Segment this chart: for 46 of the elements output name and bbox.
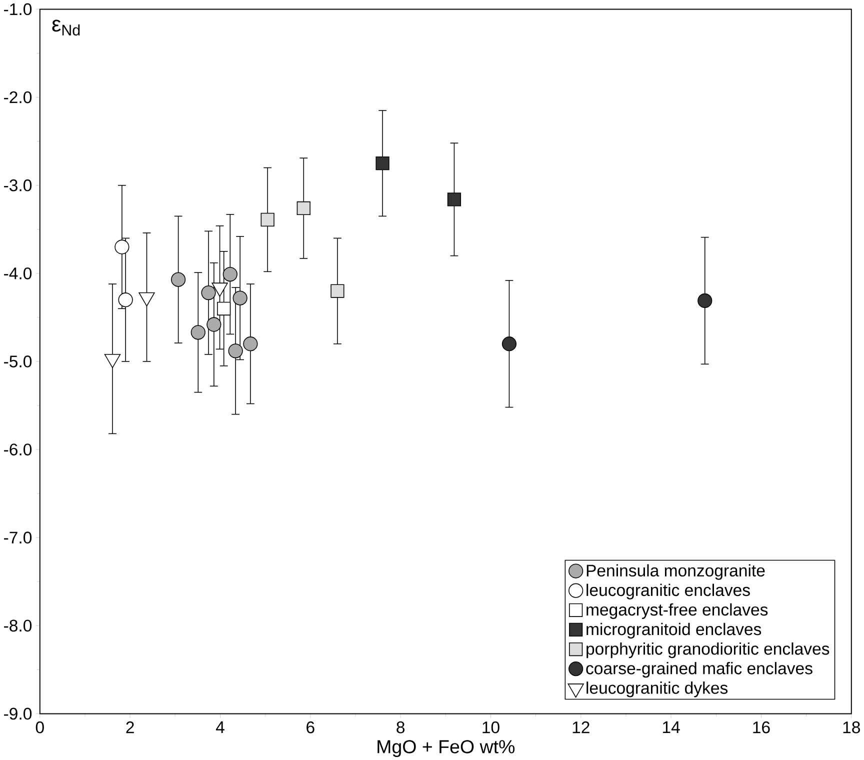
legend-label: coarse-grained mafic enclaves [586, 662, 812, 678]
y-tick-label: -2.0 [4, 91, 32, 104]
legend-label: leucogranitic enclaves [586, 584, 750, 600]
x-tick-label: 6 [306, 721, 314, 734]
x-tick-label: 0 [36, 721, 44, 734]
y-tick-label: -3.0 [4, 179, 32, 192]
point [206, 317, 222, 332]
point [190, 324, 206, 340]
x-axis-title: MgO + FeO wt% [378, 740, 515, 757]
y-tick-label: -8.0 [4, 620, 32, 632]
legend-label: leucogranitic dykes [586, 681, 728, 698]
point [296, 201, 310, 215]
y-tick-label: -5.0 [4, 355, 32, 368]
x-tick-label: 10 [482, 721, 500, 734]
x-tick-label: 18 [843, 721, 860, 734]
point [330, 284, 344, 298]
x-tick-label: 2 [126, 721, 134, 733]
x-tick-label: 16 [753, 721, 770, 734]
point [376, 156, 390, 170]
y-tick-label: -7.0 [4, 531, 32, 544]
point [698, 293, 712, 308]
point [260, 212, 274, 226]
legend-label: porphyritic granodioritic enclaves [586, 642, 830, 658]
x-tick-label: 4 [216, 721, 224, 733]
legend-label: microgranitoid enclaves [586, 622, 762, 638]
y-axis-title: ε$_{Nd}$ [52, 20, 80, 36]
point [232, 290, 248, 306]
y-tick-label: -9.0 [4, 708, 32, 720]
point [217, 302, 231, 316]
x-tick-label: 8 [396, 721, 405, 734]
point [243, 336, 258, 351]
legend-label: Peninsula monzogranite [586, 564, 765, 580]
legend-label: megacryst-free enclaves [586, 603, 768, 619]
point [201, 285, 216, 300]
x-tick-label: 12 [572, 721, 590, 733]
x-tick-label: 14 [663, 721, 680, 733]
point [447, 192, 462, 206]
point [114, 240, 130, 254]
y-tick-label: -6.0 [4, 443, 32, 456]
point [502, 336, 517, 351]
y-tick-label: -1.0 [4, 3, 32, 15]
point [118, 292, 133, 307]
point [228, 343, 243, 358]
y-tick-label: -4.0 [4, 267, 32, 280]
point [171, 272, 186, 287]
point [222, 266, 238, 282]
